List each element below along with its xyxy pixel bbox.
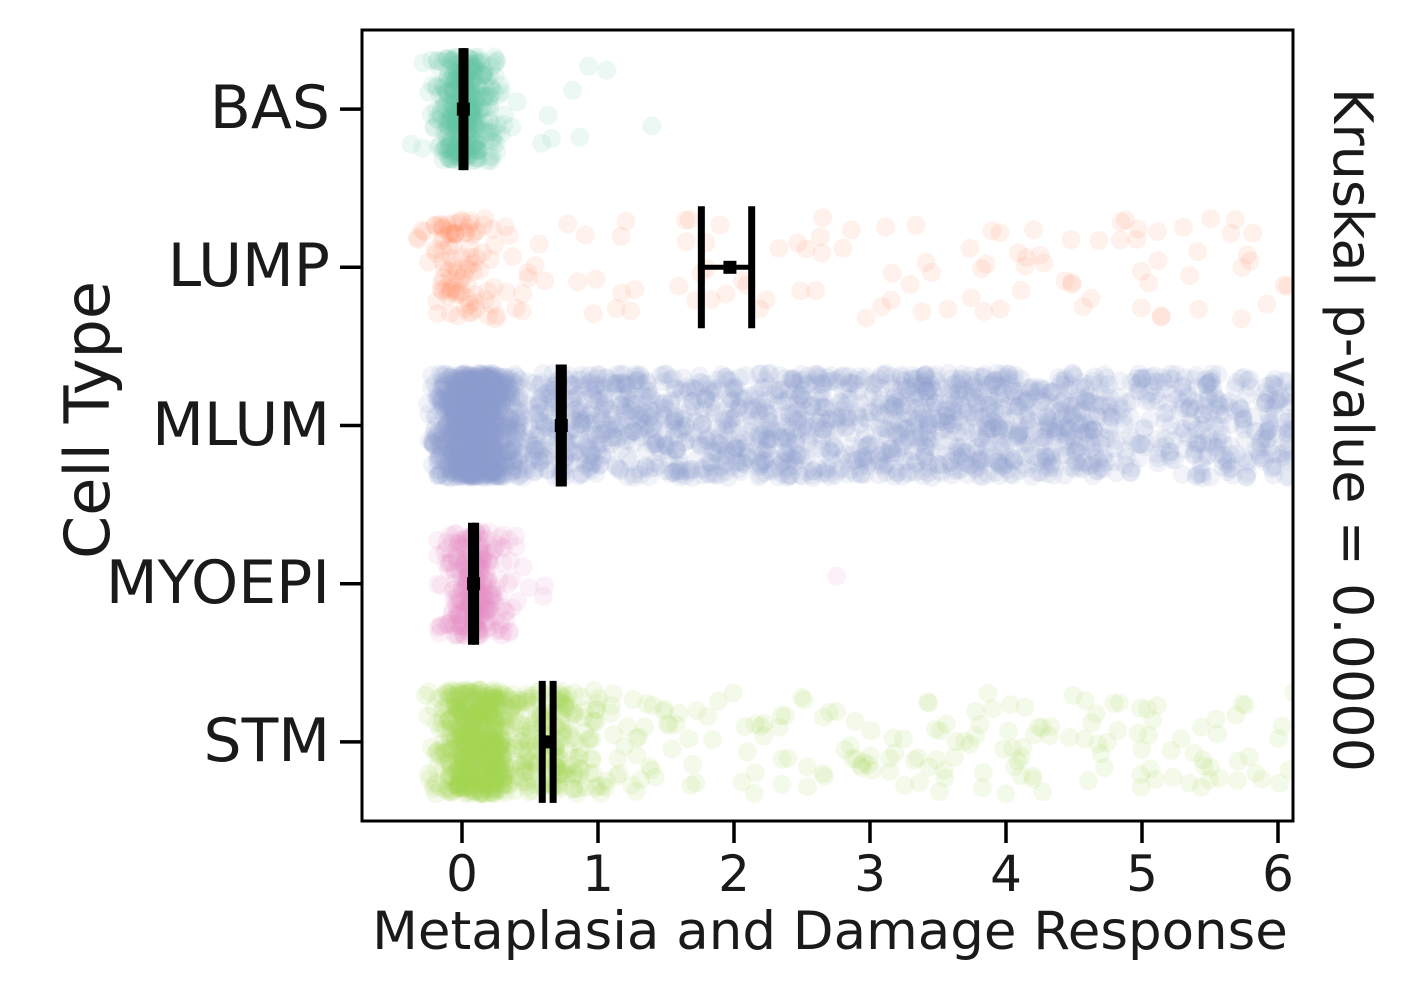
x-tick-label-1: 1 — [582, 845, 614, 903]
x-tick-label-5: 5 — [1126, 845, 1158, 903]
x-axis-title: Metaplasia and Damage Response — [372, 901, 1288, 962]
y-tick-label-mlum: MLUM — [152, 389, 330, 460]
errorbars-layer — [456, 48, 756, 803]
x-tick-label-4: 4 — [990, 845, 1022, 903]
x-tick-label-3: 3 — [854, 845, 886, 903]
y-tick-label-myoepi: MYOEPI — [105, 547, 330, 618]
x-tick-label-0: 0 — [446, 845, 478, 903]
x-tick-label-2: 2 — [718, 845, 750, 903]
x-tick-label-6: 6 — [1262, 845, 1294, 903]
y-axis-title: Cell Type — [51, 280, 124, 560]
y-tick-label-bas: BAS — [209, 72, 330, 143]
axes-frame — [340, 28, 1295, 843]
scatter-points-layer — [401, 47, 1293, 804]
y-tick-label-stm: STM — [203, 705, 330, 776]
kruskal-pvalue-label: Kruskal p-value = 0.0000 — [1321, 88, 1384, 772]
y-tick-label-lump: LUMP — [167, 230, 330, 301]
